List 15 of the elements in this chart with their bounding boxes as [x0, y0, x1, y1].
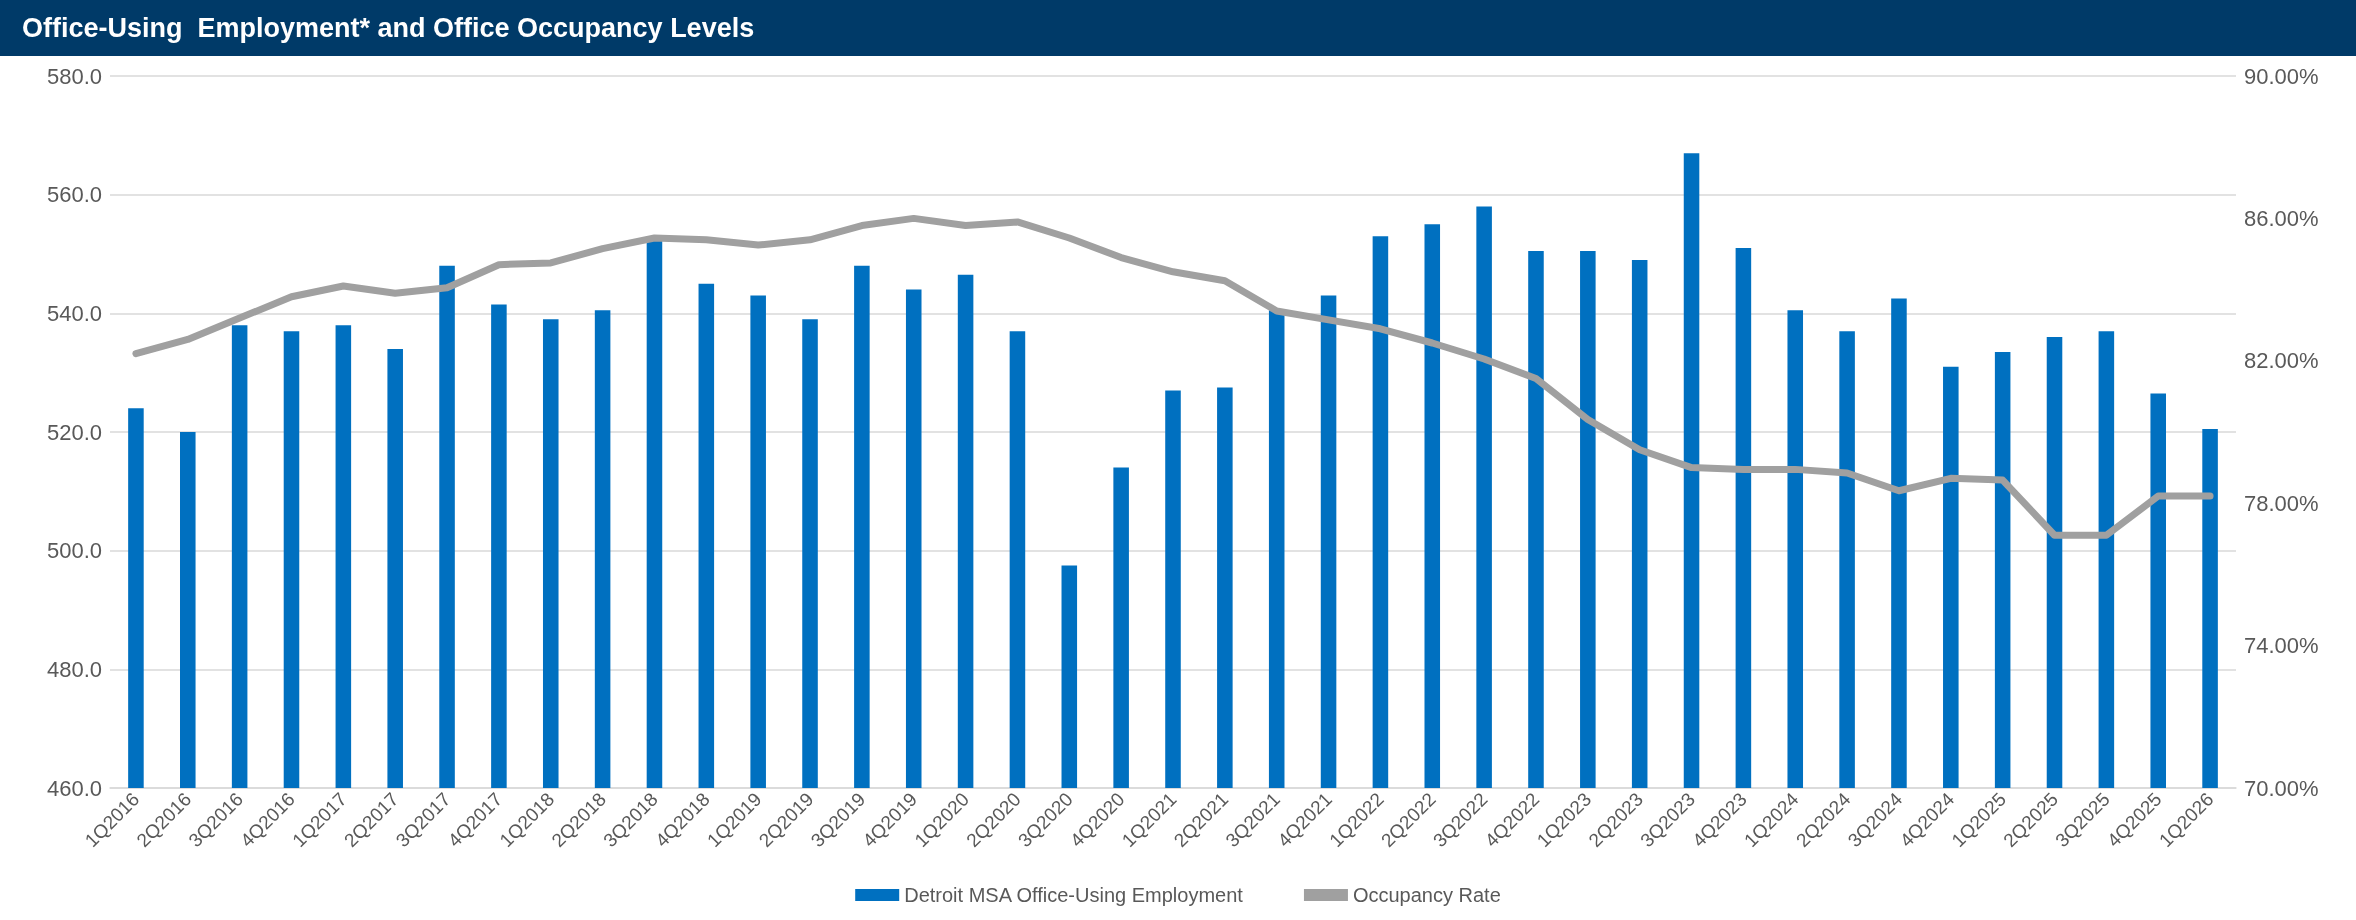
- y2-tick-label: 86.00%: [2244, 205, 2319, 231]
- legend-label: Detroit MSA Office-Using Employment: [904, 884, 1244, 906]
- legend-label: Occupancy Rate: [1352, 884, 1501, 906]
- y2-tick-label: 70.00%: [2244, 775, 2319, 801]
- y-tick-label: 580.0: [46, 63, 102, 89]
- y2-tick-label: 74.00%: [2244, 633, 2319, 659]
- y-tick-label: 480.0: [46, 656, 102, 682]
- y-tick-label: 560.0: [46, 182, 102, 208]
- y2-tick-label: 90.00%: [2244, 63, 2319, 89]
- chart-title: Office-Using Employment* and Office Occupancy Levels: [0, 0, 2356, 56]
- y-tick-label: 520.0: [46, 419, 102, 445]
- y-tick-label: 540.0: [46, 300, 102, 326]
- y2-tick-label: 78.00%: [2244, 490, 2319, 516]
- y2-tick-label: 82.00%: [2244, 348, 2319, 374]
- y-tick-label: 500.0: [46, 538, 102, 564]
